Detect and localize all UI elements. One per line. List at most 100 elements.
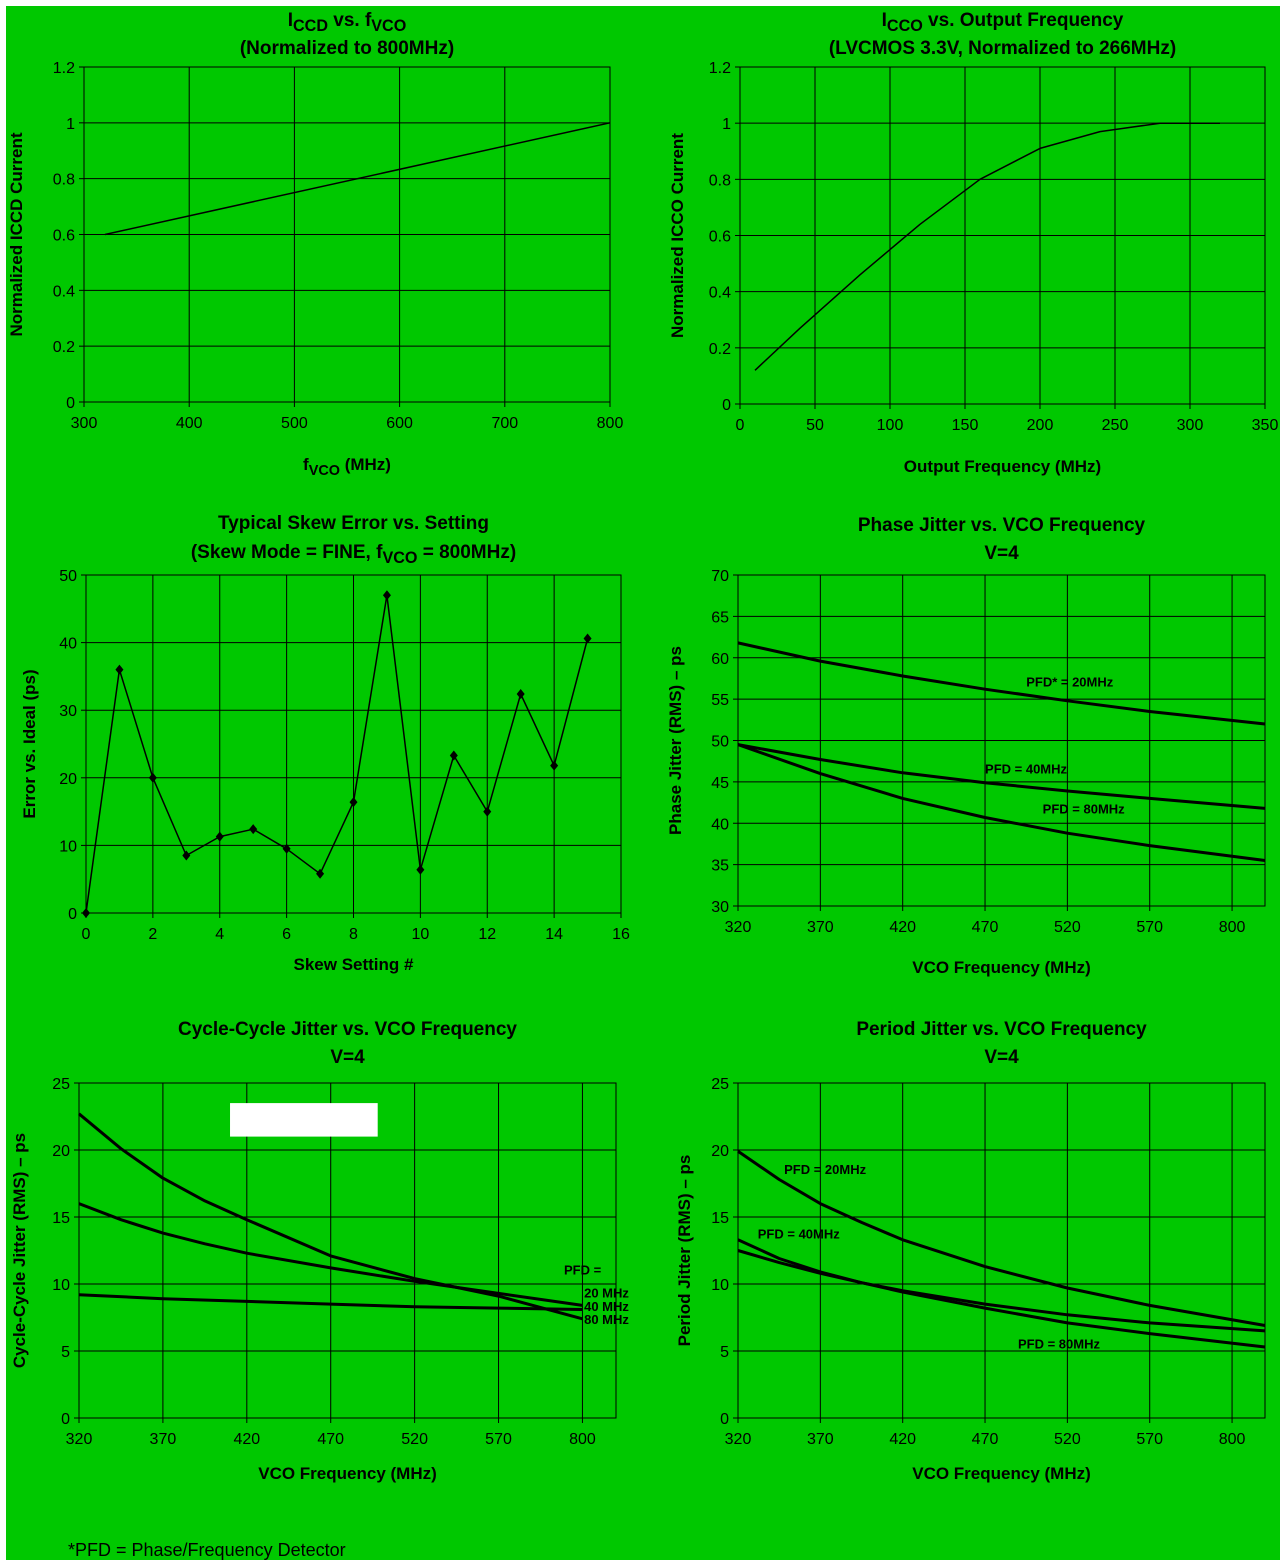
- series-annotation: 20 MHz: [584, 1285, 629, 1300]
- y-tick-label: 65: [711, 609, 729, 626]
- data-point: [182, 850, 191, 861]
- data-point: [215, 831, 224, 842]
- x-axis-label: VCO Frequency (MHz): [912, 958, 1091, 977]
- y-tick-label: 25: [52, 1076, 70, 1093]
- x-tick-label: 250: [1102, 417, 1129, 434]
- x-tick-label: 420: [889, 1431, 916, 1448]
- y-tick-label: 35: [711, 858, 729, 875]
- y-tick-label: 5: [720, 1344, 729, 1361]
- y-tick-label: 0.8: [709, 172, 731, 189]
- series-line: [737, 1238, 1266, 1333]
- data-point: [282, 843, 291, 854]
- footnote: *PFD = Phase/Frequency Detector: [68, 1540, 346, 1560]
- data-point: [249, 824, 258, 835]
- x-tick-label: 800: [569, 1431, 596, 1448]
- x-tick-label: 470: [317, 1431, 344, 1448]
- data-point: [416, 864, 425, 875]
- x-tick-label: 2: [148, 926, 157, 943]
- x-tick-label: 520: [401, 1431, 428, 1448]
- y-tick-label: 0: [66, 395, 75, 412]
- x-tick-label: 8: [349, 926, 358, 943]
- chart-title-line: (LVCMOS 3.3V, Normalized to 266MHz): [829, 38, 1176, 59]
- y-tick-label: 0: [68, 906, 77, 923]
- series-line: [737, 743, 1266, 862]
- y-tick-label: 15: [52, 1210, 70, 1227]
- series-line: [737, 641, 1266, 726]
- y-tick-label: 0.4: [53, 283, 75, 300]
- chart-phase: Phase Jitter vs. VCO Frequency V=4 30 35 40 4…: [666, 515, 1266, 977]
- x-tick-label: 16: [612, 926, 630, 943]
- chart-cycle: Cycle-Cycle Jitter vs. VCO Frequency V=4 0…: [10, 1019, 629, 1483]
- chart-title-line: V=4: [984, 1047, 1019, 1068]
- x-tick-label: 300: [1177, 417, 1204, 434]
- series-annotation: PFD* = 20MHz: [1026, 675, 1114, 690]
- data-point: [483, 806, 492, 817]
- x-axis-label: fVCO (MHz): [303, 455, 391, 479]
- x-tick-label: 300: [71, 415, 98, 432]
- series-line: [754, 122, 1220, 371]
- data-point: [382, 590, 391, 601]
- y-tick-label: 0: [722, 397, 731, 414]
- chart-title-line: ICCD vs. fVCO: [288, 10, 407, 35]
- chart-title-line: (Normalized to 800MHz): [240, 38, 454, 59]
- data-point: [583, 633, 592, 644]
- data-point: [449, 750, 458, 761]
- series-annotation: PFD = 40MHz: [758, 1226, 840, 1241]
- x-tick-label: 370: [807, 919, 834, 936]
- y-tick-label: 40: [711, 816, 729, 833]
- x-tick-label: 350: [1252, 417, 1279, 434]
- y-tick-label: 70: [711, 568, 729, 585]
- chart-iccd: ICCD vs. fVCO (Normalized to 800MHz) 0 0.2 0…: [7, 10, 623, 479]
- y-axis-label: Normalized ICCO Current: [668, 133, 687, 338]
- x-tick-label: 320: [66, 1431, 93, 1448]
- series-line: [104, 122, 611, 236]
- y-tick-label: 60: [711, 651, 729, 668]
- chart-title-line: (Skew Mode = FINE, fVCO = 800MHz): [191, 542, 516, 567]
- y-tick-label: 0: [61, 1411, 70, 1428]
- x-tick-label: 700: [491, 415, 518, 432]
- y-tick-label: 0.8: [53, 172, 75, 189]
- chart-title-line: Typical Skew Error vs. Setting: [218, 513, 489, 534]
- data-point: [316, 868, 325, 879]
- x-tick-label: 100: [877, 417, 904, 434]
- series-annotation: PFD = 40MHz: [985, 762, 1067, 777]
- y-tick-label: 40: [59, 636, 77, 653]
- y-tick-label: 10: [711, 1277, 729, 1294]
- x-axis-label: VCO Frequency (MHz): [258, 1464, 437, 1483]
- x-tick-label: 470: [972, 919, 999, 936]
- series-annotation: PFD =: [564, 1263, 602, 1278]
- y-tick-label: 10: [59, 838, 77, 855]
- x-tick-label: 0: [736, 417, 745, 434]
- x-tick-label: 370: [807, 1431, 834, 1448]
- series-line: [78, 1293, 583, 1311]
- chart-title-line: ICCO vs. Output Frequency: [882, 10, 1124, 35]
- series-line: [78, 1202, 583, 1307]
- x-tick-label: 0: [82, 926, 91, 943]
- y-tick-label: 0.4: [709, 285, 731, 302]
- plot-frame: [737, 1082, 1266, 1419]
- x-tick-label: 320: [725, 1431, 752, 1448]
- y-tick-label: 1.2: [709, 60, 731, 77]
- chart-icco: ICCO vs. Output Frequency (LVCMOS 3.3V, N…: [668, 10, 1278, 476]
- redaction-box: [230, 1103, 378, 1137]
- y-tick-label: 50: [711, 734, 729, 751]
- y-tick-label: 50: [59, 568, 77, 585]
- chart-title-line: Phase Jitter vs. VCO Frequency: [858, 515, 1146, 536]
- series-annotation: PFD = 80MHz: [1018, 1336, 1100, 1351]
- data-point: [115, 664, 124, 675]
- data-point: [516, 688, 525, 699]
- series-line: [85, 594, 589, 914]
- x-tick-label: 150: [952, 417, 979, 434]
- y-axis-label: Normalized ICCD Current: [7, 132, 26, 336]
- x-tick-label: 600: [386, 415, 413, 432]
- y-axis-label: Period Jitter (RMS) – ps: [675, 1155, 694, 1347]
- chart-title-line: Period Jitter vs. VCO Frequency: [856, 1019, 1147, 1040]
- y-tick-label: 45: [711, 775, 729, 792]
- x-tick-label: 10: [411, 926, 429, 943]
- y-tick-label: 20: [711, 1143, 729, 1160]
- y-tick-label: 5: [61, 1344, 70, 1361]
- y-tick-label: 1: [722, 116, 731, 133]
- x-tick-label: 500: [281, 415, 308, 432]
- chart-title-line: V=4: [330, 1047, 365, 1068]
- chart-period: Period Jitter vs. VCO Frequency V=4 0 5 10 15…: [675, 1019, 1266, 1483]
